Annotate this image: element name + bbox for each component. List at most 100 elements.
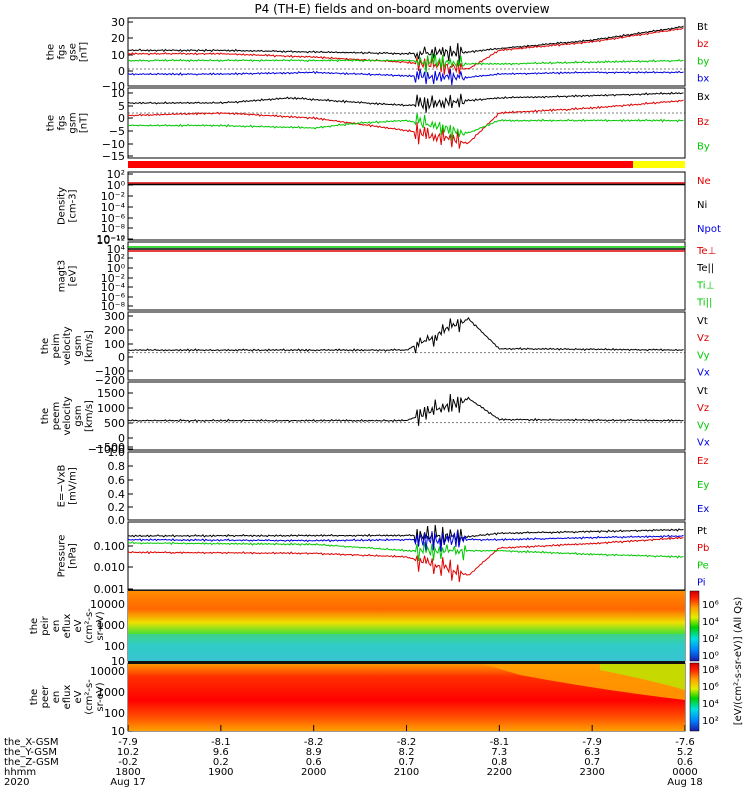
y-tick-label: 0 xyxy=(118,65,125,78)
legend-ey: Ey xyxy=(697,480,709,491)
series-fgs-gsm-by xyxy=(128,114,684,141)
y-tick-label: 0 xyxy=(118,351,125,364)
colorbar-tick: 10⁴ xyxy=(702,699,719,710)
x-tick-label-date: Aug 17 xyxy=(110,777,145,788)
panel-frame xyxy=(128,172,685,240)
legend-by: By xyxy=(697,142,710,153)
y-axis-label: velocity xyxy=(62,396,73,435)
legend-bz: bz xyxy=(697,39,709,50)
colorbar-upper xyxy=(690,591,699,661)
series-peem-velocity-vt xyxy=(128,394,684,426)
legend-bt: Bt xyxy=(697,22,708,33)
y-tick-label: 10 xyxy=(111,87,125,100)
panel-efield: 1.00.80.60.40.20.0E=−VxB [mV/m]EzEyEx xyxy=(57,446,710,527)
ion-spectrogram-low-energy xyxy=(128,634,685,661)
legend-ne: Ne xyxy=(697,176,711,187)
colorbar-tick: 10⁸ xyxy=(702,665,719,676)
y-axis-label: fgs xyxy=(57,44,68,59)
y-tick-label: 300 xyxy=(104,310,125,323)
y-axis-label: velocity xyxy=(62,326,73,365)
y-tick-label: 10000 xyxy=(90,598,125,611)
panel-pressure: 0.1000.0100.001Pressure [nPa]PtPbPePi xyxy=(57,522,710,596)
x-tick-label-hhmm: 2100 xyxy=(394,767,419,778)
legend-bz: Bz xyxy=(697,117,709,128)
y-tick-label: 0.2 xyxy=(108,501,126,514)
y-axis-label: [nT] xyxy=(79,42,90,62)
y-axis-label: gsm xyxy=(68,112,79,133)
y-axis-label: (cm²-s- xyxy=(84,608,95,644)
y-axis-label: [eV] xyxy=(68,266,79,287)
electron-spectrogram-gap xyxy=(128,661,685,664)
y-tick-label: 1000 xyxy=(97,402,125,415)
y-axis-label: gsm xyxy=(73,335,84,356)
y-axis-label: eV xyxy=(73,690,84,703)
series-fgs-gsm-bz xyxy=(128,100,684,149)
y-tick-label: 20 xyxy=(111,32,125,45)
legend-vz: Vz xyxy=(697,333,709,344)
y-tick-label: 0.6 xyxy=(108,474,126,487)
panel-fgs-gse: 3020100−10the fgs gse [nT]Btbzbybx xyxy=(46,16,710,93)
y-axis-label: fgs xyxy=(57,115,68,130)
y-axis-label: [km/s] xyxy=(84,330,95,362)
y-axis-label: eflux xyxy=(62,614,73,639)
ion-spectrogram-enhancement xyxy=(128,591,685,611)
series-fgs-gse-bt xyxy=(128,26,684,63)
x-tick-label-hhmm: 1900 xyxy=(208,767,233,778)
y-tick-label: 0.001 xyxy=(94,583,126,596)
y-axis-label: en xyxy=(51,620,62,633)
colorbar-tick: 10² xyxy=(702,634,719,645)
legend-ex: Ex xyxy=(697,504,709,515)
y-tick-label: 30 xyxy=(111,16,125,29)
y-tick-label: 1500 xyxy=(97,387,125,400)
y-tick-label: −15 xyxy=(102,150,125,163)
y-tick-label: 0.0 xyxy=(108,514,126,527)
legend-pt: Pt xyxy=(697,526,707,537)
y-axis-label: sr-eV) xyxy=(95,611,106,640)
y-axis-label: gse xyxy=(68,43,79,61)
y-axis-label: E=−VxB xyxy=(57,465,68,508)
x-tick-label-hhmm: 2300 xyxy=(579,767,604,778)
colorbar-tick: 10⁴ xyxy=(702,617,719,628)
panel-frame xyxy=(128,312,685,380)
y-tick-label: 500 xyxy=(104,417,125,430)
y-axis-label: [cm-3] xyxy=(68,189,79,222)
series-fgs-gse-by xyxy=(128,54,684,73)
colorbar-tick: 10⁰ xyxy=(702,651,719,662)
series-fgs-gsm-bx xyxy=(128,93,684,113)
panel-density: 10²10⁰10⁻²10⁻⁴10⁻⁶10⁻⁸10⁻¹⁰10⁻¹² Density[… xyxy=(57,168,721,247)
panel-frame xyxy=(128,382,685,450)
status-bar-yellow xyxy=(633,161,685,168)
y-tick-label: 100 xyxy=(104,338,125,351)
y-axis-label: the xyxy=(46,44,57,60)
x-tick-label-hhmm: 2000 xyxy=(301,767,326,778)
legend-by: by xyxy=(697,56,709,67)
y-tick-label: 0.4 xyxy=(108,488,126,501)
y-axis-label: the xyxy=(29,689,40,705)
legend-vx: Vx xyxy=(697,437,710,448)
y-tick-label: 0.8 xyxy=(108,460,126,473)
status-bar-red xyxy=(128,161,633,168)
colorbar-tick: 10⁶ xyxy=(702,682,719,693)
x-row-label: 2020 xyxy=(4,777,29,788)
y-axis-label: the xyxy=(29,618,40,634)
y-tick-label: 0.100 xyxy=(94,540,126,553)
legend-vy: Vy xyxy=(697,420,710,431)
y-tick-label: 100 xyxy=(104,640,125,653)
legend-ni: Ni xyxy=(697,200,707,211)
x-axis: -7.910.2-0.21800Aug 17-8.19.60.21900-8.2… xyxy=(4,725,703,788)
panel-peim-velocity: 3002001000−100−200the peim velocity gsm [km/… xyxy=(40,310,710,387)
y-axis-label: [nPa] xyxy=(68,543,79,569)
y-axis-label: eflux xyxy=(62,685,73,710)
y-axis-label: the xyxy=(40,338,51,354)
y-tick-label: 0 xyxy=(118,112,125,125)
y-axis-label: [km/s] xyxy=(84,400,95,432)
y-tick-label: 10000 xyxy=(90,665,125,678)
y-axis-label: en xyxy=(51,691,62,704)
y-axis-label: [nT] xyxy=(79,113,90,133)
legend-ti||: Ti|| xyxy=(696,297,712,308)
legend-pi: Pi xyxy=(697,577,706,588)
y-axis-label: gsm xyxy=(73,405,84,426)
legend-npot: Npot xyxy=(697,224,721,235)
y-tick-label: −5 xyxy=(109,125,125,138)
